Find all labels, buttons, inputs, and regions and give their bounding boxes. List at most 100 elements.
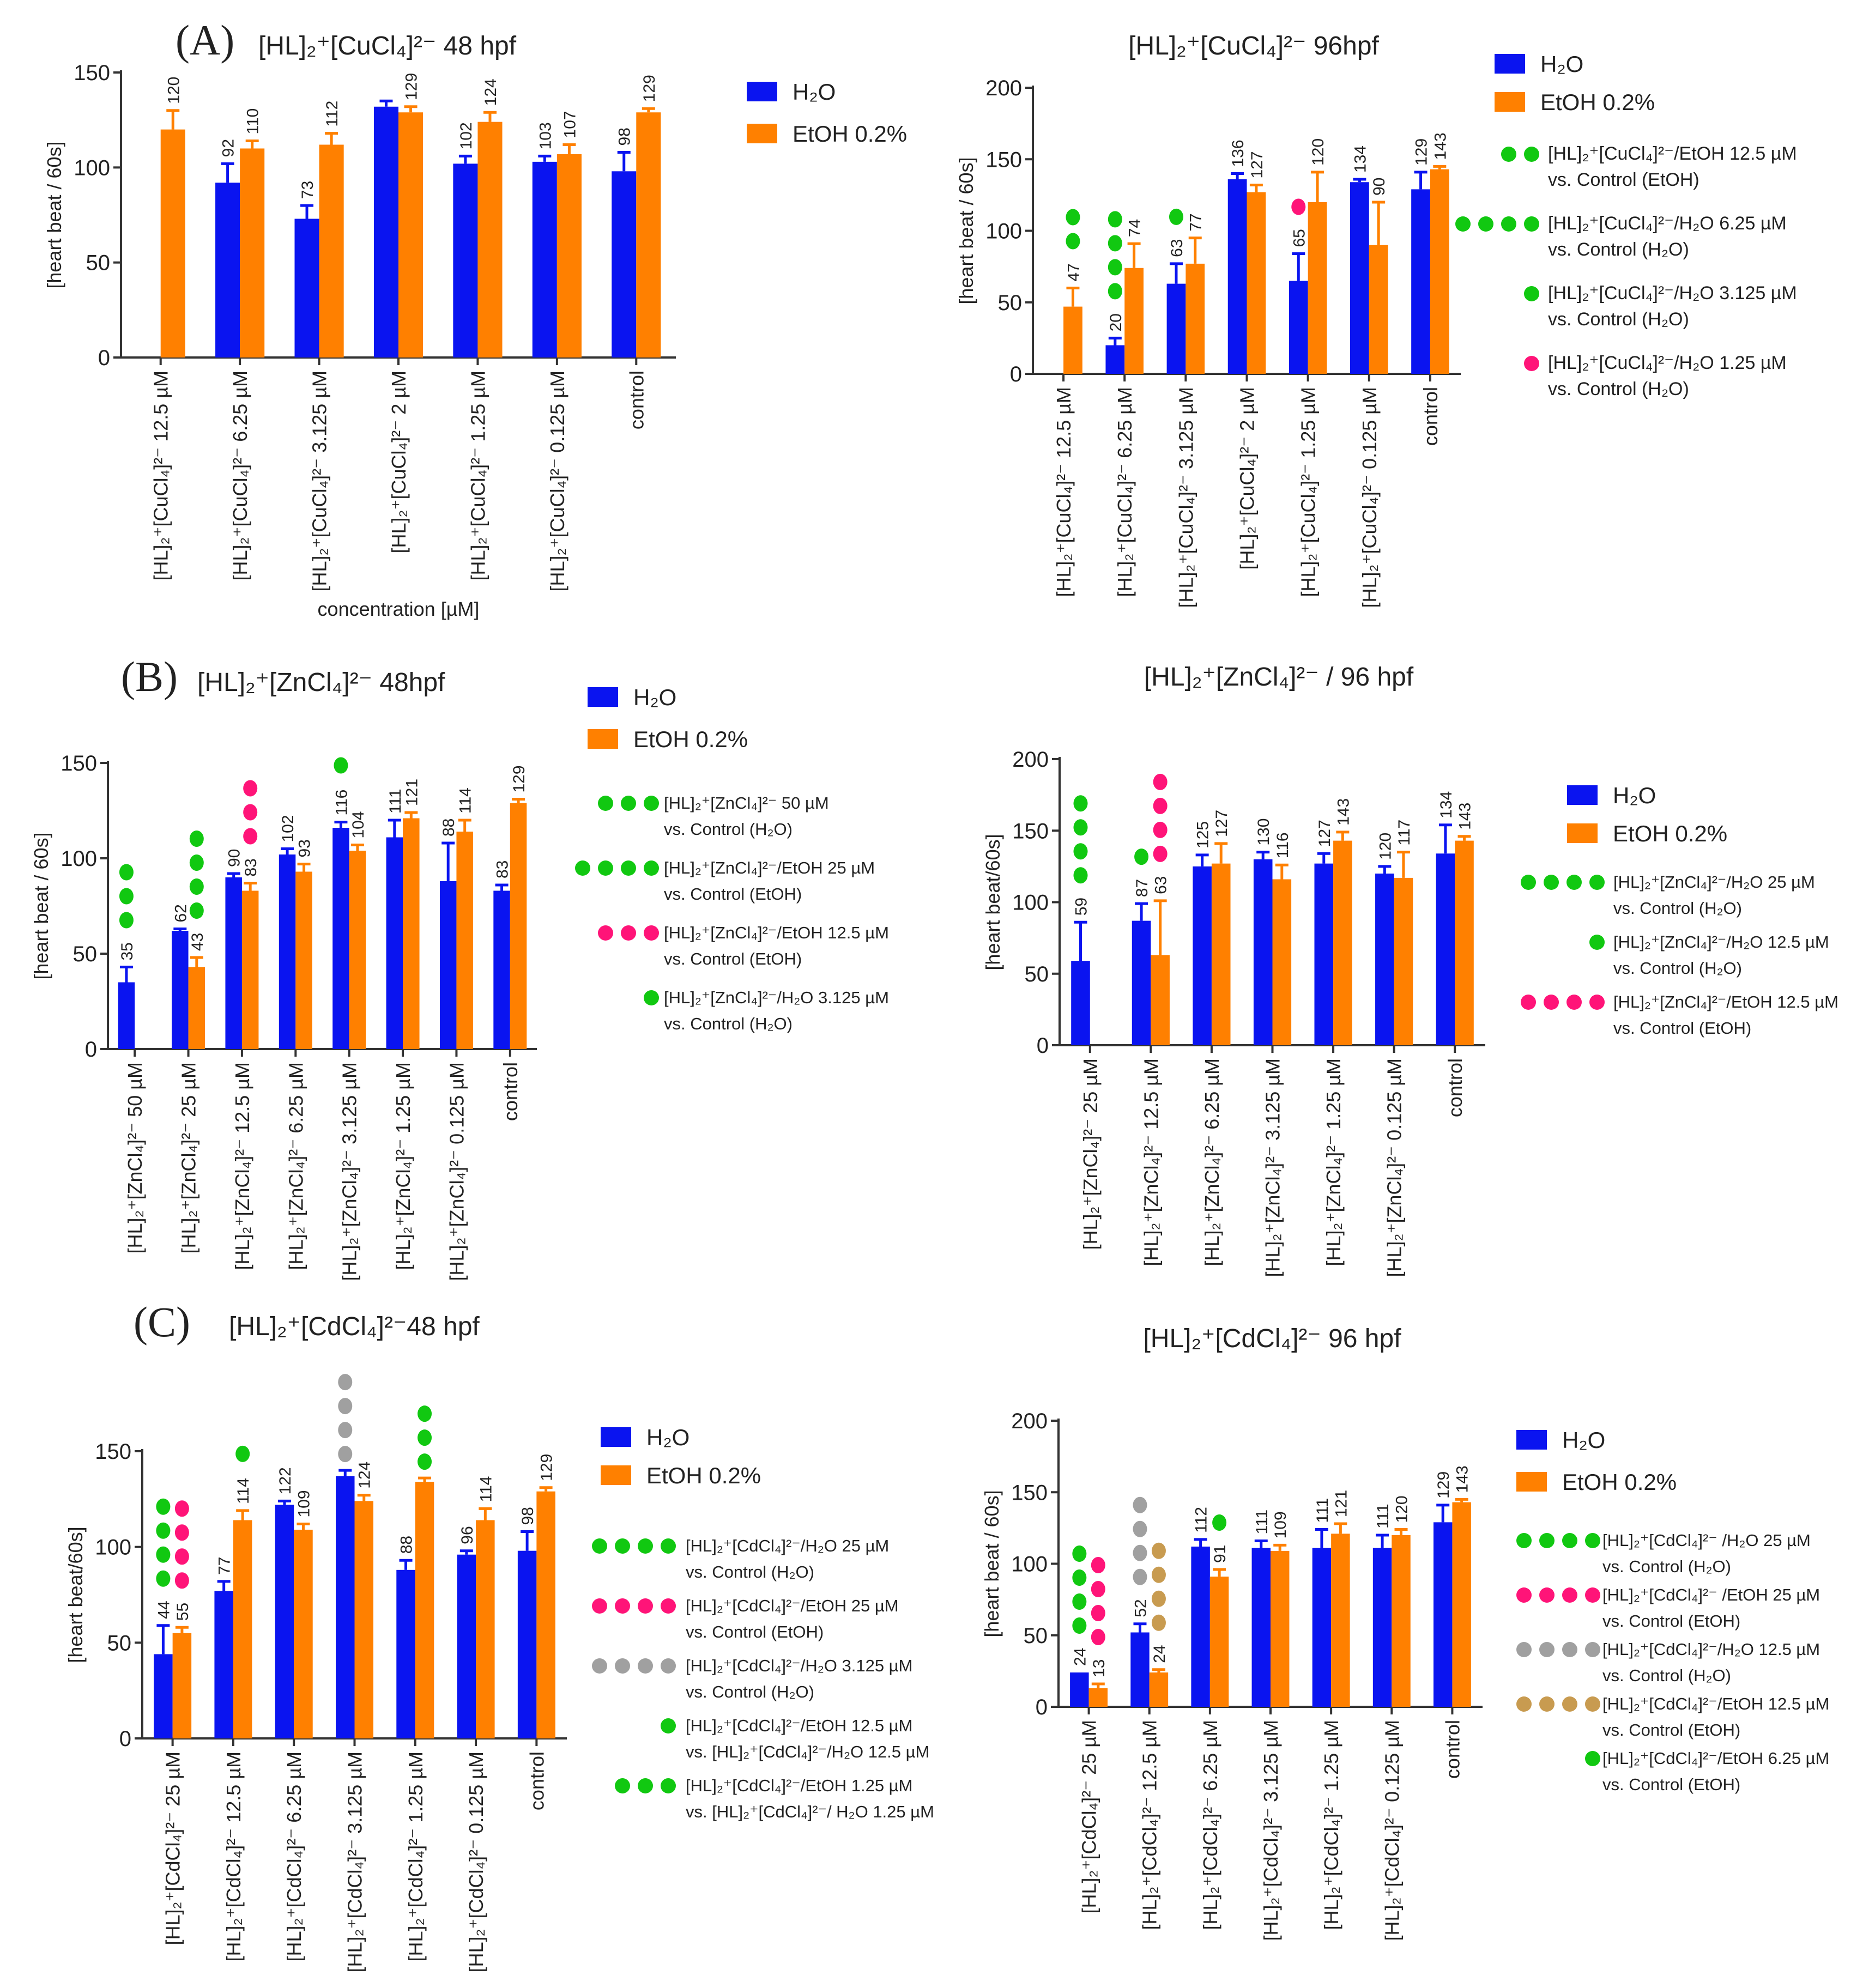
bar-etoh xyxy=(1430,169,1449,374)
bar-etoh xyxy=(456,832,473,1049)
legend-significance-dot xyxy=(1562,1587,1577,1603)
bar-value-label: 88 xyxy=(398,1536,416,1554)
significance-dot xyxy=(1073,819,1088,836)
sig-legend-line1: [HL]₂⁺[CdCl₄]²⁻/H₂O 12.5 µM xyxy=(1602,1640,1820,1659)
bar-h2o xyxy=(1191,1547,1210,1707)
legend-significance-dot xyxy=(1566,875,1582,890)
category-label: [HL]₂⁺[ZnCl₄]²⁻ 25 µM xyxy=(1079,1058,1102,1250)
y-tick-label: 150 xyxy=(95,1440,131,1464)
legend-significance-dot xyxy=(661,1538,676,1554)
bar-etoh xyxy=(476,1520,495,1738)
bar-value-label: 44 xyxy=(155,1601,173,1619)
bar-h2o xyxy=(1105,345,1125,374)
legend-significance-dot xyxy=(1585,1533,1600,1548)
category-label: control xyxy=(625,371,648,429)
bar-value-label: 98 xyxy=(616,128,634,146)
bar-value-label: 111 xyxy=(1314,1498,1332,1523)
category-label: [HL]₂⁺[CdCl₄]²⁻ 6.25 µM xyxy=(283,1751,305,1962)
significance-dot xyxy=(189,854,204,871)
legend-significance-dot xyxy=(1589,935,1605,950)
significance-dot xyxy=(1153,821,1168,838)
bar-etoh xyxy=(510,803,527,1049)
bar-value-label: 63 xyxy=(1168,239,1186,257)
chart-panel-3: [HL]₂⁺[ZnCl₄]²⁻ / 96 hpf 0 50 100 150 200 [hea… xyxy=(982,663,1838,1277)
bar-value-label: 129 xyxy=(640,75,658,102)
bar-value-label: 136 xyxy=(1229,140,1247,167)
category-label: [HL]₂⁺[CdCl₄]²⁻ 0.125 µM xyxy=(465,1751,487,1973)
sig-legend-line2: vs. Control (H₂O) xyxy=(686,1682,814,1701)
sig-legend-line1: [HL]₂⁺[ZnCl₄]²⁻/EtOH 12.5 µM xyxy=(1613,992,1838,1011)
bar-h2o xyxy=(1433,1522,1453,1707)
significance-dot xyxy=(243,804,258,821)
bar-value-label: 120 xyxy=(165,77,183,104)
bar-etoh xyxy=(1186,263,1205,374)
sig-legend-line2: vs. Control (H₂O) xyxy=(686,1562,814,1581)
y-axis-label: [heart beat / 60s] xyxy=(43,141,65,288)
category-label: [HL]₂⁺[ZnCl₄]²⁻ 1.25 µM xyxy=(392,1062,414,1270)
sig-legend-line1: [HL]₂⁺[CdCl₄]²⁻/H₂O 3.125 µM xyxy=(686,1656,912,1675)
bar-value-label: 24 xyxy=(1151,1645,1169,1663)
legend-significance-dot xyxy=(661,1778,676,1793)
y-tick-label: 200 xyxy=(985,76,1022,100)
bar-etoh xyxy=(1211,863,1231,1045)
sig-legend-line1: [HL]₂⁺[CdCl₄]²⁻/H₂O 25 µM xyxy=(686,1536,889,1555)
sig-legend-line2: vs. Control (EtOH) xyxy=(1602,1720,1740,1739)
bar-etoh xyxy=(536,1491,555,1738)
significance-dot xyxy=(1108,235,1122,252)
significance-dot xyxy=(1153,797,1168,814)
significance-dot xyxy=(1072,1569,1087,1586)
y-tick-label: 200 xyxy=(1011,1409,1048,1433)
significance-dot xyxy=(119,912,134,929)
bar-etoh xyxy=(233,1520,252,1738)
category-label: control xyxy=(1441,1720,1463,1779)
category-label: [HL]₂⁺[CdCl₄]²⁻ 3.125 µM xyxy=(344,1751,366,1973)
legend-significance-dot xyxy=(1589,995,1605,1010)
legend-swatch-etoh xyxy=(1567,823,1598,843)
category-label: [HL]₂⁺[ZnCl₄]²⁻ 6.25 µM xyxy=(1201,1058,1223,1266)
legend-significance-dot xyxy=(1524,216,1539,232)
x-axis-label: concentration [µM] xyxy=(318,598,480,620)
significance-dot xyxy=(156,1546,171,1563)
bar-value-label: 125 xyxy=(1194,821,1212,848)
legend-swatch-h2o xyxy=(1495,54,1525,74)
bar-etoh xyxy=(398,112,424,357)
significance-dot xyxy=(418,1429,432,1446)
y-tick-label: 0 xyxy=(1037,1034,1049,1058)
y-tick-label: 100 xyxy=(61,847,97,871)
significance-dot xyxy=(1133,1520,1147,1537)
bar-value-label: 77 xyxy=(1187,213,1205,231)
legend-significance-dot xyxy=(1516,1696,1532,1712)
bar-value-label: 109 xyxy=(1272,1511,1290,1538)
sig-legend-line2: vs. Control (EtOH) xyxy=(686,1622,824,1641)
bar-value-label: 129 xyxy=(538,1454,556,1481)
bar-value-label: 143 xyxy=(1431,132,1449,160)
legend-significance-dot xyxy=(621,796,636,811)
legend-significance-dot xyxy=(615,1658,630,1674)
bar-value-label: 104 xyxy=(349,811,367,838)
legend-label-etoh: EtOH 0.2% xyxy=(646,1463,761,1488)
y-tick-label: 150 xyxy=(61,751,97,775)
significance-dot xyxy=(156,1570,171,1587)
bar-value-label: 143 xyxy=(1456,803,1474,830)
bar-value-label: 87 xyxy=(1133,879,1151,897)
significance-dot xyxy=(338,1446,353,1463)
panel-label: (B) xyxy=(121,653,178,700)
category-label: [HL]₂⁺[CdCl₄]²⁻ 3.125 µM xyxy=(1260,1720,1282,1941)
bar-value-label: 24 xyxy=(1071,1648,1089,1666)
bar-etoh xyxy=(1271,1550,1290,1707)
category-label: control xyxy=(1444,1058,1466,1117)
bar-etoh xyxy=(172,1633,192,1738)
bar-value-label: 102 xyxy=(279,815,297,842)
legend-significance-dot xyxy=(661,1718,676,1734)
y-axis-label: [heart beat / 60s] xyxy=(30,832,52,979)
legend-significance-dot xyxy=(638,1658,653,1674)
sig-legend-line1: [HL]₂⁺[ZnCl₄]²⁻/H₂O 12.5 µM xyxy=(1613,932,1829,951)
bar-value-label: 65 xyxy=(1290,229,1308,247)
bar-h2o xyxy=(1436,853,1455,1045)
bar-h2o xyxy=(453,163,478,357)
category-label: [HL]₂⁺[CdCl₄]²⁻ 6.25 µM xyxy=(1199,1720,1221,1930)
bar-value-label: 134 xyxy=(1437,791,1455,819)
significance-dot xyxy=(1091,1629,1105,1645)
bar-etoh xyxy=(295,871,312,1049)
